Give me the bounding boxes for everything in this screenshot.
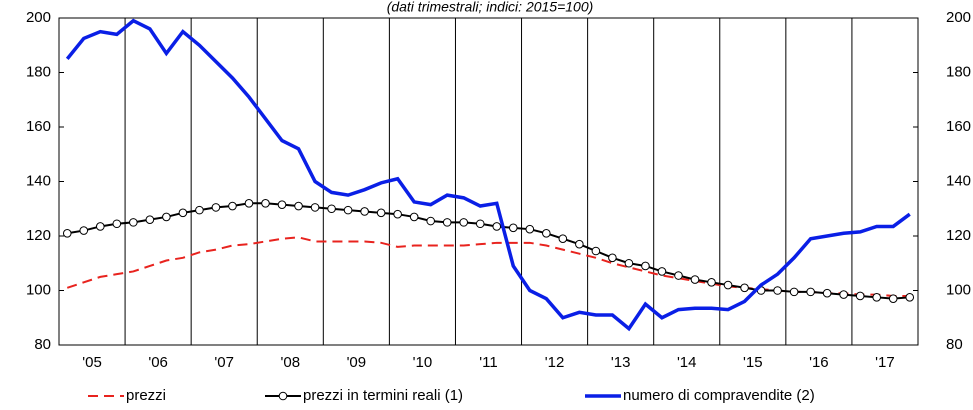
x-tick-label: '17 — [875, 354, 895, 371]
series-marker — [888, 294, 898, 303]
y2-tick-label: 200 — [946, 9, 971, 26]
series-marker — [393, 209, 402, 219]
series-marker — [95, 222, 105, 231]
x-tick-label: '06 — [148, 354, 168, 371]
series-marker — [360, 207, 369, 216]
series-marker — [525, 224, 535, 234]
series-marker — [261, 199, 270, 208]
series-marker — [294, 201, 303, 211]
series-marker — [657, 267, 667, 276]
series-marker — [492, 222, 502, 231]
series-marker — [773, 286, 782, 295]
series-marker — [442, 218, 452, 227]
series-marker — [343, 205, 353, 215]
series-marker — [475, 219, 485, 229]
x-tick-label: '07 — [214, 354, 234, 371]
y-tick-label: 180 — [26, 63, 51, 80]
x-tick-label: '08 — [280, 354, 300, 371]
x-tick-label: '15 — [743, 354, 763, 371]
series-marker — [707, 278, 716, 287]
series-marker — [376, 208, 386, 218]
series-marker — [228, 201, 237, 211]
series-marker — [806, 287, 815, 297]
plot-frame — [58, 17, 919, 346]
y-tick-label: 80 — [34, 336, 51, 353]
series-marker — [542, 228, 551, 238]
series-marker — [591, 246, 601, 256]
series-marker — [822, 288, 832, 298]
y-tick-label: 120 — [26, 227, 51, 244]
legend-marker — [278, 391, 288, 401]
series-marker — [162, 212, 171, 222]
legend-label: prezzi in termini reali (1) — [303, 387, 463, 404]
y2-tick-label: 140 — [946, 172, 971, 189]
series-marker — [459, 218, 469, 227]
y2-tick-label: 160 — [946, 118, 971, 135]
series-marker — [211, 203, 221, 212]
y2-tick-label: 100 — [946, 281, 971, 298]
series-marker — [558, 234, 568, 244]
series-marker — [723, 280, 733, 290]
legend-label: numero di compravendite (2) — [623, 387, 815, 404]
y-tick-label: 100 — [26, 281, 51, 298]
series-marker — [789, 287, 799, 297]
x-tick-label: '14 — [677, 354, 697, 371]
x-tick-label: '16 — [809, 354, 829, 371]
series-marker — [690, 275, 700, 284]
series-marker — [62, 228, 72, 238]
y-tick-label: 200 — [26, 9, 51, 26]
series-marker — [674, 271, 683, 280]
series-marker — [112, 219, 122, 229]
chart-title: (dati trimestrali; indici: 2015=100) — [387, 0, 594, 15]
series-marker — [905, 293, 915, 302]
series-marker — [641, 261, 650, 271]
series-marker — [129, 218, 138, 227]
series-marker — [195, 205, 204, 215]
y2-tick-label: 180 — [946, 63, 971, 80]
legend-label: prezzi — [126, 387, 166, 404]
series-line — [66, 236, 910, 297]
series-marker — [244, 199, 254, 208]
series-marker — [855, 291, 865, 301]
x-tick-label: '05 — [82, 354, 102, 371]
y2-tick-label: 80 — [946, 336, 963, 353]
series-marker — [624, 258, 634, 268]
series-marker — [327, 204, 336, 214]
x-tick-label: '10 — [413, 354, 433, 371]
y-tick-label: 140 — [26, 172, 51, 189]
series-marker — [178, 208, 188, 218]
series-line — [67, 202, 910, 300]
y-tick-label: 160 — [26, 118, 51, 135]
series-marker — [79, 226, 89, 235]
x-tick-label: '13 — [611, 354, 631, 371]
series-marker — [575, 239, 584, 249]
series-marker — [409, 212, 419, 222]
series-marker — [277, 200, 287, 209]
series-marker — [145, 215, 155, 224]
series-marker — [839, 290, 848, 299]
series-marker — [426, 216, 435, 226]
series-marker — [608, 253, 617, 263]
x-tick-label: '09 — [347, 354, 367, 371]
x-tick-label: '12 — [545, 354, 565, 371]
series-marker — [872, 293, 882, 302]
series-marker — [740, 283, 749, 293]
y2-tick-label: 120 — [946, 227, 971, 244]
x-tick-label: '11 — [479, 354, 497, 371]
series-marker — [508, 223, 518, 233]
series-marker — [310, 203, 320, 212]
series-line — [65, 18, 911, 332]
